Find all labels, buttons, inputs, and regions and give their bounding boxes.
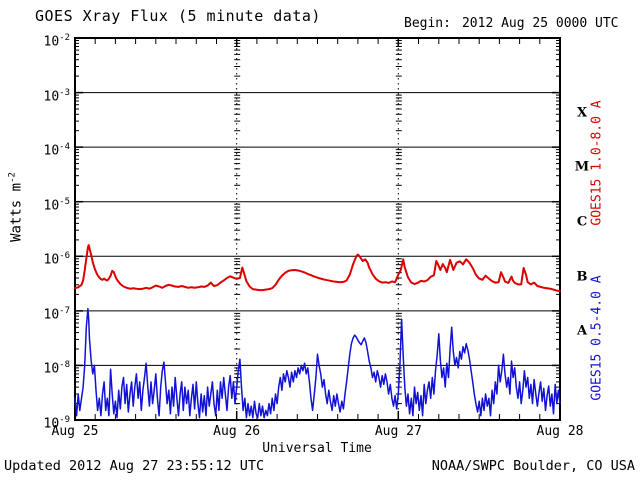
y-tick-label: 10-5 bbox=[43, 196, 71, 214]
legend-goes15-long-channel: GOES15 1.0-8.0 A bbox=[589, 100, 605, 226]
flare-class-b: B bbox=[576, 269, 588, 285]
begin-label: Begin: bbox=[404, 16, 451, 31]
begin-value: 2012 Aug 25 0000 UTC bbox=[461, 16, 619, 31]
x-axis-label: Universal Time bbox=[262, 441, 372, 456]
y-tick-label: 10-3 bbox=[43, 87, 71, 104]
x-tick-label: Aug 28 bbox=[536, 424, 584, 439]
y-tick-label: 10-4 bbox=[43, 142, 71, 159]
y-tick-label: 10-2 bbox=[43, 33, 71, 50]
x-tick-label: Aug 26 bbox=[213, 424, 261, 439]
y-tick-label: 10-8 bbox=[43, 360, 71, 377]
chart-title: GOES Xray Flux (5 minute data) bbox=[35, 7, 321, 25]
updated-timestamp: Updated 2012 Aug 27 23:55:12 UTC bbox=[4, 458, 265, 474]
y-tick-label: 10-6 bbox=[43, 251, 71, 268]
y-tick-label: 10-7 bbox=[43, 305, 71, 323]
flare-class-m: M bbox=[574, 159, 590, 175]
x-tick-label: Aug 27 bbox=[374, 424, 422, 439]
flare-class-c: C bbox=[576, 214, 588, 230]
legend-goes15-short-channel: GOES15 0.5-4.0 A bbox=[589, 275, 605, 401]
y-tick-label: 10-9 bbox=[43, 415, 71, 432]
flare-class-a: A bbox=[576, 323, 588, 339]
y-axis-label: Watts m-2 bbox=[7, 172, 25, 242]
begin-timestamp: Begin: 2012 Aug 25 0000 UTC bbox=[404, 16, 619, 31]
source-attribution: NOAA/SWPC Boulder, CO USA bbox=[431, 458, 635, 474]
flare-class-x: X bbox=[576, 105, 588, 121]
x-tick-label: Aug 25 bbox=[51, 424, 99, 439]
